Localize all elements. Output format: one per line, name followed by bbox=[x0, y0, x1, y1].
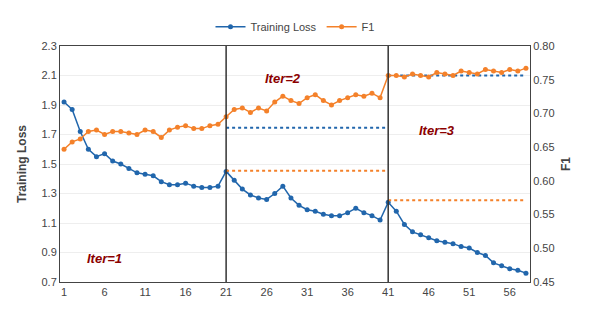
svg-text:Iter=1: Iter=1 bbox=[87, 251, 122, 266]
svg-text:0.75: 0.75 bbox=[533, 74, 554, 86]
svg-text:0.70: 0.70 bbox=[533, 107, 554, 119]
svg-text:0.80: 0.80 bbox=[533, 40, 554, 52]
svg-text:0.45: 0.45 bbox=[533, 276, 554, 288]
svg-text:6: 6 bbox=[102, 286, 108, 298]
svg-text:2.1: 2.1 bbox=[42, 69, 57, 81]
svg-text:0.9: 0.9 bbox=[42, 246, 57, 258]
svg-text:F1: F1 bbox=[362, 21, 375, 33]
svg-text:0.60: 0.60 bbox=[533, 175, 554, 187]
svg-text:21: 21 bbox=[220, 286, 232, 298]
svg-text:1.3: 1.3 bbox=[42, 187, 57, 199]
svg-text:0.7: 0.7 bbox=[42, 276, 57, 288]
svg-text:31: 31 bbox=[301, 286, 313, 298]
svg-text:41: 41 bbox=[382, 286, 394, 298]
svg-text:0.50: 0.50 bbox=[533, 242, 554, 254]
svg-text:F1: F1 bbox=[559, 157, 573, 171]
svg-text:Iter=3: Iter=3 bbox=[419, 123, 455, 138]
svg-text:1.5: 1.5 bbox=[42, 158, 57, 170]
svg-text:26: 26 bbox=[261, 286, 273, 298]
svg-text:1.1: 1.1 bbox=[42, 217, 57, 229]
svg-text:46: 46 bbox=[423, 286, 435, 298]
svg-text:36: 36 bbox=[342, 286, 354, 298]
svg-text:1: 1 bbox=[61, 286, 67, 298]
svg-text:1.7: 1.7 bbox=[42, 128, 57, 140]
svg-text:Training Loss: Training Loss bbox=[15, 125, 29, 203]
svg-text:Iter=2: Iter=2 bbox=[265, 71, 301, 86]
svg-text:11: 11 bbox=[139, 286, 150, 298]
svg-text:0.55: 0.55 bbox=[533, 208, 554, 220]
svg-text:16: 16 bbox=[179, 286, 191, 298]
svg-text:1.9: 1.9 bbox=[42, 99, 57, 111]
svg-text:0.65: 0.65 bbox=[533, 141, 554, 153]
svg-text:51: 51 bbox=[463, 286, 475, 298]
svg-text:Training Loss: Training Loss bbox=[251, 21, 317, 33]
svg-text:2.3: 2.3 bbox=[42, 40, 57, 52]
svg-text:56: 56 bbox=[504, 286, 516, 298]
